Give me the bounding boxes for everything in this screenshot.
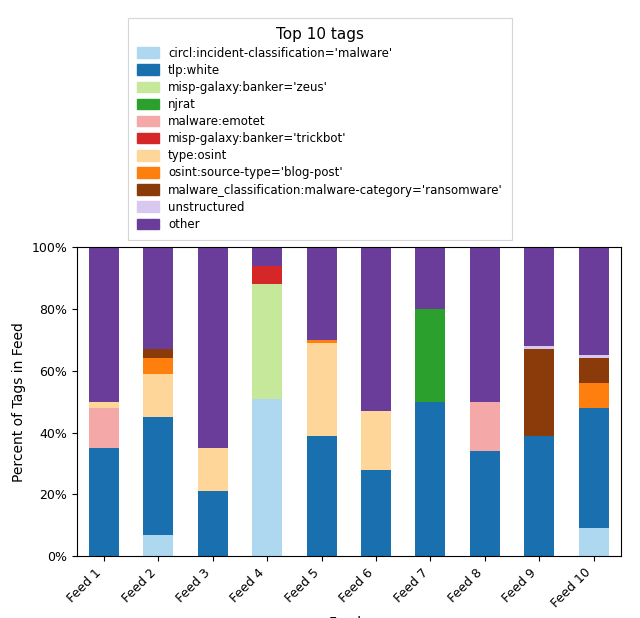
Y-axis label: Percent of Tags in Feed: Percent of Tags in Feed [12, 322, 26, 481]
Bar [579, 408, 609, 528]
Bar [579, 247, 609, 355]
X-axis label: Feeds: Feeds [329, 616, 369, 618]
Bar [307, 340, 337, 343]
Bar [307, 436, 337, 556]
Bar [524, 436, 554, 556]
Bar [89, 408, 119, 448]
Bar [89, 402, 119, 408]
Bar [252, 247, 282, 266]
Bar [143, 374, 173, 417]
Bar [143, 535, 173, 556]
Bar [143, 358, 173, 374]
Bar [415, 309, 445, 402]
Bar [252, 399, 282, 556]
Bar [89, 448, 119, 556]
Bar [252, 284, 282, 399]
Bar [143, 349, 173, 358]
Bar [470, 402, 500, 451]
Bar [307, 247, 337, 340]
Bar [470, 247, 500, 402]
Bar [361, 470, 391, 556]
Bar [361, 411, 391, 470]
Bar [470, 451, 500, 556]
Bar [524, 247, 554, 346]
Bar [198, 247, 228, 448]
Bar [524, 349, 554, 436]
Bar [415, 402, 445, 556]
Bar [524, 346, 554, 349]
Bar [579, 358, 609, 383]
Bar [579, 355, 609, 358]
Bar [361, 247, 391, 411]
Bar [579, 528, 609, 556]
Bar [307, 343, 337, 436]
Bar [198, 448, 228, 491]
Bar [252, 266, 282, 284]
Bar [415, 247, 445, 309]
Legend: circl:incident-classification='malware', tlp:white, misp-galaxy:banker='zeus', n: circl:incident-classification='malware',… [128, 18, 512, 240]
Bar [198, 491, 228, 556]
Bar [143, 247, 173, 349]
Bar [143, 417, 173, 535]
Bar [89, 247, 119, 402]
Bar [579, 383, 609, 408]
